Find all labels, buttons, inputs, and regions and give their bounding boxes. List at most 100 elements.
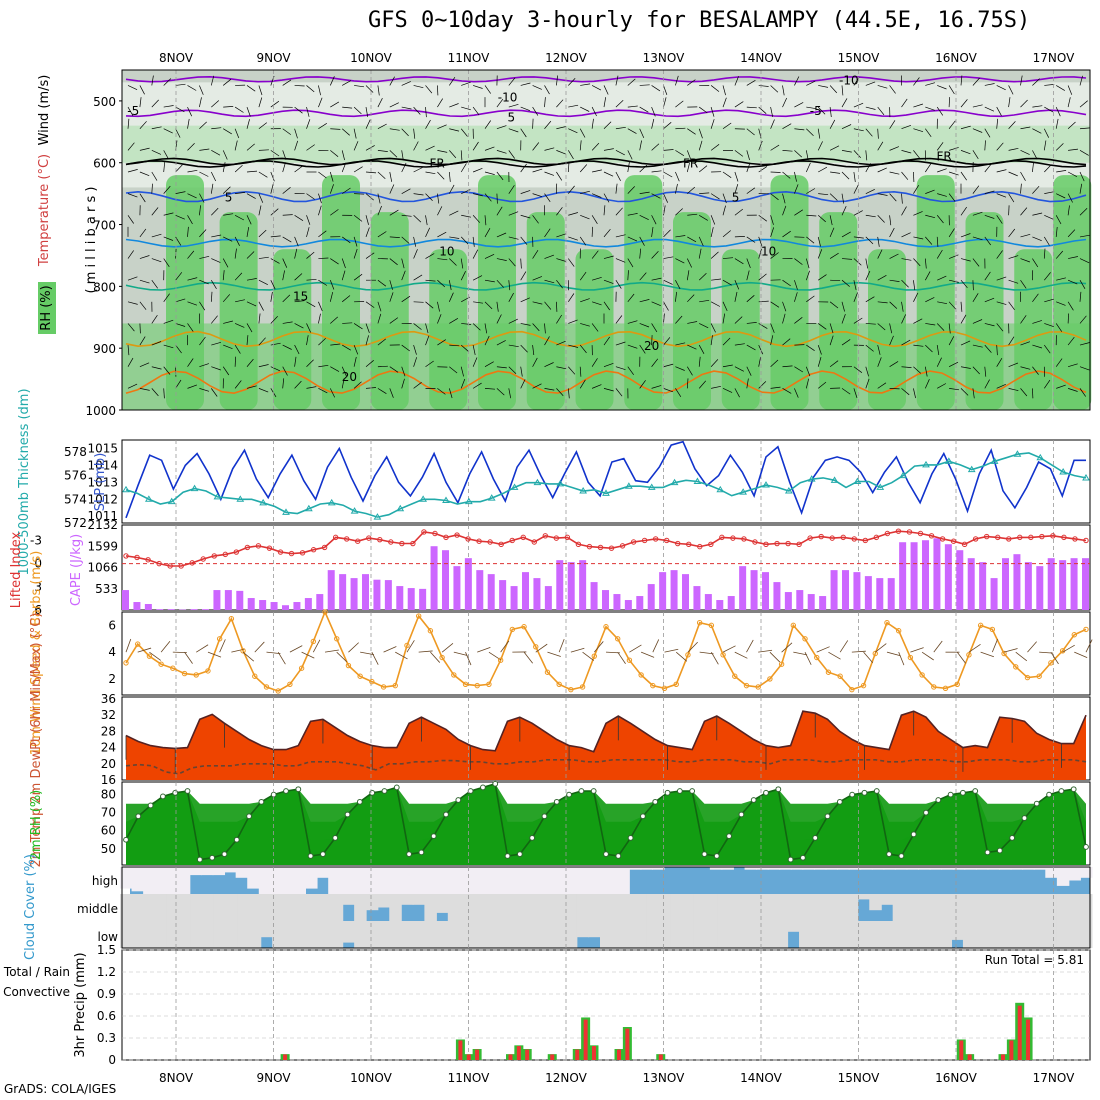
wind-barb	[984, 236, 991, 246]
wind-barb	[472, 249, 479, 259]
li-marker	[652, 536, 659, 542]
wind-barb	[1067, 279, 1078, 285]
wind-barb	[937, 275, 947, 281]
wind-barb	[1067, 301, 1074, 311]
cloud-clear-cell	[432, 867, 445, 894]
wind-barb	[627, 320, 638, 324]
wind-barb	[532, 301, 543, 305]
li-marker	[641, 537, 648, 544]
wind-barb	[341, 270, 346, 281]
li-marker	[498, 541, 504, 548]
cape-bar	[922, 540, 929, 610]
wind-barb	[580, 106, 590, 112]
li-marker	[211, 553, 217, 559]
wind-barb	[687, 236, 697, 243]
pressure-tick: 800	[93, 280, 116, 294]
surface-wind-barb	[289, 645, 303, 653]
wind-barb	[972, 236, 983, 241]
wind-barb	[722, 122, 732, 130]
slp-tick: 1011	[87, 509, 118, 523]
wind-barb	[829, 119, 836, 129]
cloud-clear-cell	[962, 894, 976, 921]
temp-tick: 32	[101, 708, 116, 722]
wind-barb	[401, 366, 406, 377]
wind-barb	[794, 171, 797, 182]
thickness-marker	[122, 485, 130, 493]
wind-barb	[270, 235, 281, 238]
wind-barb	[877, 345, 881, 355]
wind-barb	[211, 341, 221, 346]
surface-wind-barb	[277, 651, 286, 665]
wind-barb	[461, 106, 471, 111]
wind-barb	[318, 205, 322, 216]
temperature-contour	[125, 157, 1087, 166]
wind-barb	[127, 357, 134, 367]
wind-barb	[627, 293, 635, 303]
wind-barb	[817, 381, 827, 389]
bottom-date-label: 17NOV	[1033, 1071, 1075, 1085]
wind-speed-marker	[427, 628, 434, 634]
wind-barb	[1079, 291, 1082, 302]
li-marker	[421, 529, 427, 535]
wind-barb	[389, 292, 394, 302]
wind-speed-marker	[872, 650, 878, 657]
wind-barb	[556, 301, 558, 312]
bottom-date-label: 8NOV	[159, 1071, 194, 1085]
wind-barb	[603, 388, 614, 392]
wind-barb	[996, 358, 1003, 367]
wind-barb	[544, 362, 554, 368]
wind-barb	[246, 215, 252, 225]
rh-marker	[812, 835, 819, 841]
contour-label: 20	[644, 339, 659, 353]
wind-barb	[1032, 105, 1043, 108]
li-marker	[829, 535, 835, 541]
dewpoint-line	[125, 758, 1087, 775]
wind-barb	[389, 102, 399, 108]
wind-speed-marker	[263, 684, 270, 690]
wind-barb	[258, 364, 269, 368]
wind-speed-marker	[802, 636, 808, 642]
wind-barb	[520, 106, 531, 112]
wind-barb	[615, 150, 625, 156]
thickness-marker	[373, 513, 382, 520]
wind-barb	[603, 121, 612, 129]
cape-bar	[590, 582, 598, 610]
wind-barb	[496, 366, 507, 369]
wind-barb	[448, 171, 451, 182]
wind-barb	[508, 318, 518, 324]
wind-barb	[734, 343, 745, 346]
wind-barb	[936, 106, 944, 116]
li-marker	[476, 538, 482, 544]
wind-barb	[163, 388, 165, 399]
rh-marker	[1033, 800, 1040, 807]
cloud-clear-cell	[258, 867, 272, 894]
wind-barb	[913, 128, 924, 133]
wind-barb	[1056, 301, 1066, 306]
wind-barb	[734, 366, 744, 372]
wind-barb	[127, 118, 130, 129]
wind-barb	[234, 214, 245, 221]
wind-barb	[389, 317, 399, 324]
cloud-clear-cell	[541, 921, 554, 948]
wind-barb	[1044, 214, 1054, 220]
wind-barb	[341, 236, 351, 244]
wind-barb	[449, 128, 460, 132]
cloud-clear-cell	[377, 921, 391, 948]
slp-tick: 1015	[87, 441, 118, 455]
wind-barb	[1032, 128, 1042, 134]
wind-barb	[794, 209, 803, 216]
wind-barb	[163, 258, 170, 267]
cloud-clear-cell	[681, 894, 695, 921]
wind-barb	[829, 323, 834, 334]
wind-barb	[472, 141, 479, 151]
rh-marker	[984, 849, 991, 856]
wind-barb	[948, 85, 955, 95]
thickness-marker	[739, 488, 748, 495]
precip-convective-bar	[959, 1040, 964, 1060]
rh-marker	[923, 809, 929, 816]
cape-bar	[362, 574, 369, 610]
rh-marker	[578, 788, 585, 794]
wind-speed-marker	[732, 673, 738, 679]
wind-barb	[484, 120, 491, 129]
cloud-clear-cell	[365, 921, 379, 948]
